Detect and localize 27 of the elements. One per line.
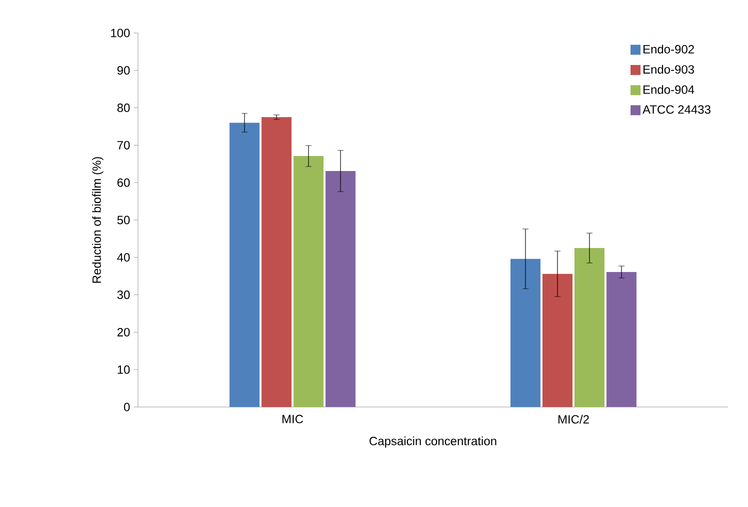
y-axis-title: Reduction of biofilm (%) (92, 157, 104, 283)
y-tick-label: 10 (118, 365, 130, 374)
bar (606, 272, 636, 407)
bar (574, 248, 604, 407)
y-tick-label: 50 (117, 216, 130, 224)
legend-label: ATCC 24433 (642, 105, 710, 114)
x-tick-label: MIC/2 (558, 414, 589, 424)
bar (262, 117, 292, 407)
bar (510, 258, 540, 407)
bar (294, 156, 324, 407)
y-tick-label: 100 (111, 28, 130, 38)
bar (542, 274, 572, 407)
y-tick-label: 0 (124, 402, 130, 412)
bar (230, 122, 260, 407)
y-tick-label: 20 (117, 328, 130, 336)
legend-label: Endo-903 (644, 64, 694, 74)
legend-label: Endo-902 (644, 44, 694, 54)
y-tick-label: 90 (117, 66, 130, 75)
y-tick-label: 60 (117, 178, 130, 187)
y-tick-label: 80 (117, 104, 130, 112)
x-axis-title: Capsaicin concentration (370, 436, 496, 448)
legend-label: Endo-904 (644, 85, 694, 94)
y-tick-label: 40 (117, 253, 130, 262)
x-tick-label: MIC (282, 414, 304, 424)
y-tick-label: 70 (117, 140, 130, 150)
bar (326, 171, 356, 407)
y-tick-label: 30 (117, 290, 130, 300)
